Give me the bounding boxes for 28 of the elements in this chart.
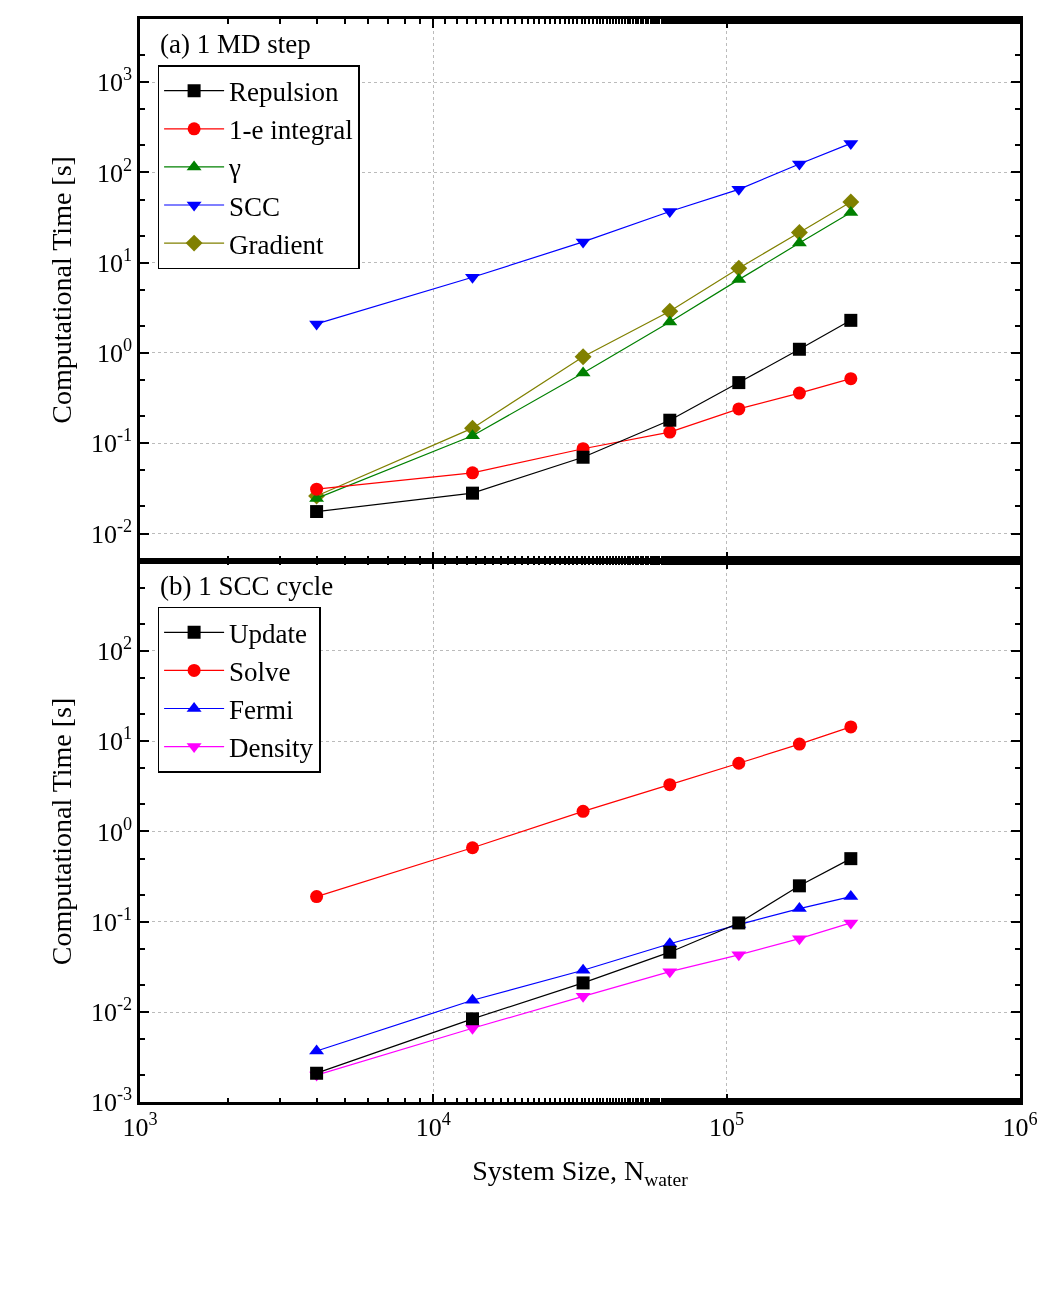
x-tick-label: 10$^{4}$ xyxy=(415,1109,451,1143)
x-tick-label: 10$^{5}$ xyxy=(709,1109,745,1143)
legend-label: Density xyxy=(229,733,314,764)
legend-label: Repulsion xyxy=(229,77,340,108)
chart-title: (b) 1 SCC cycle xyxy=(160,571,334,601)
legend-label: Update xyxy=(229,618,308,649)
y-tick-label: 10$^{2}$ xyxy=(96,154,133,188)
y-tick-label: 10$^{-2}$ xyxy=(90,515,133,549)
x-tick-label: 10$^{6}$ xyxy=(1002,1109,1038,1143)
y-tick-label: 10$^{-1}$ xyxy=(90,903,133,937)
y-axis-title: Computational Time [s] xyxy=(45,156,77,424)
y-tick-label: 10$^{-1}$ xyxy=(90,425,133,459)
y-tick-label: 10$^{2}$ xyxy=(96,633,133,667)
y-tick-label: 10$^{3}$ xyxy=(96,64,133,98)
legend-label: Fermi xyxy=(229,695,294,726)
x-axis-title: System Size, N$_{water}$ xyxy=(472,1155,689,1191)
legend-label: SCC xyxy=(229,191,281,222)
chart-title: (a) 1 MD step xyxy=(160,29,311,59)
legend-label: γ xyxy=(228,153,242,184)
y-tick-label: 10$^{-2}$ xyxy=(90,994,133,1028)
legend-label: Gradient xyxy=(229,229,325,260)
y-axis-title: Computational Time [s] xyxy=(45,697,77,966)
legend-label: Solve xyxy=(229,656,291,687)
y-tick-label: 10$^{1}$ xyxy=(96,723,133,757)
y-tick-label: 10$^{0}$ xyxy=(96,335,133,369)
y-tick-label: 10$^{0}$ xyxy=(96,813,133,847)
y-tick-label: 10$^{1}$ xyxy=(96,244,133,278)
legend-label: 1-e integral xyxy=(229,115,353,146)
